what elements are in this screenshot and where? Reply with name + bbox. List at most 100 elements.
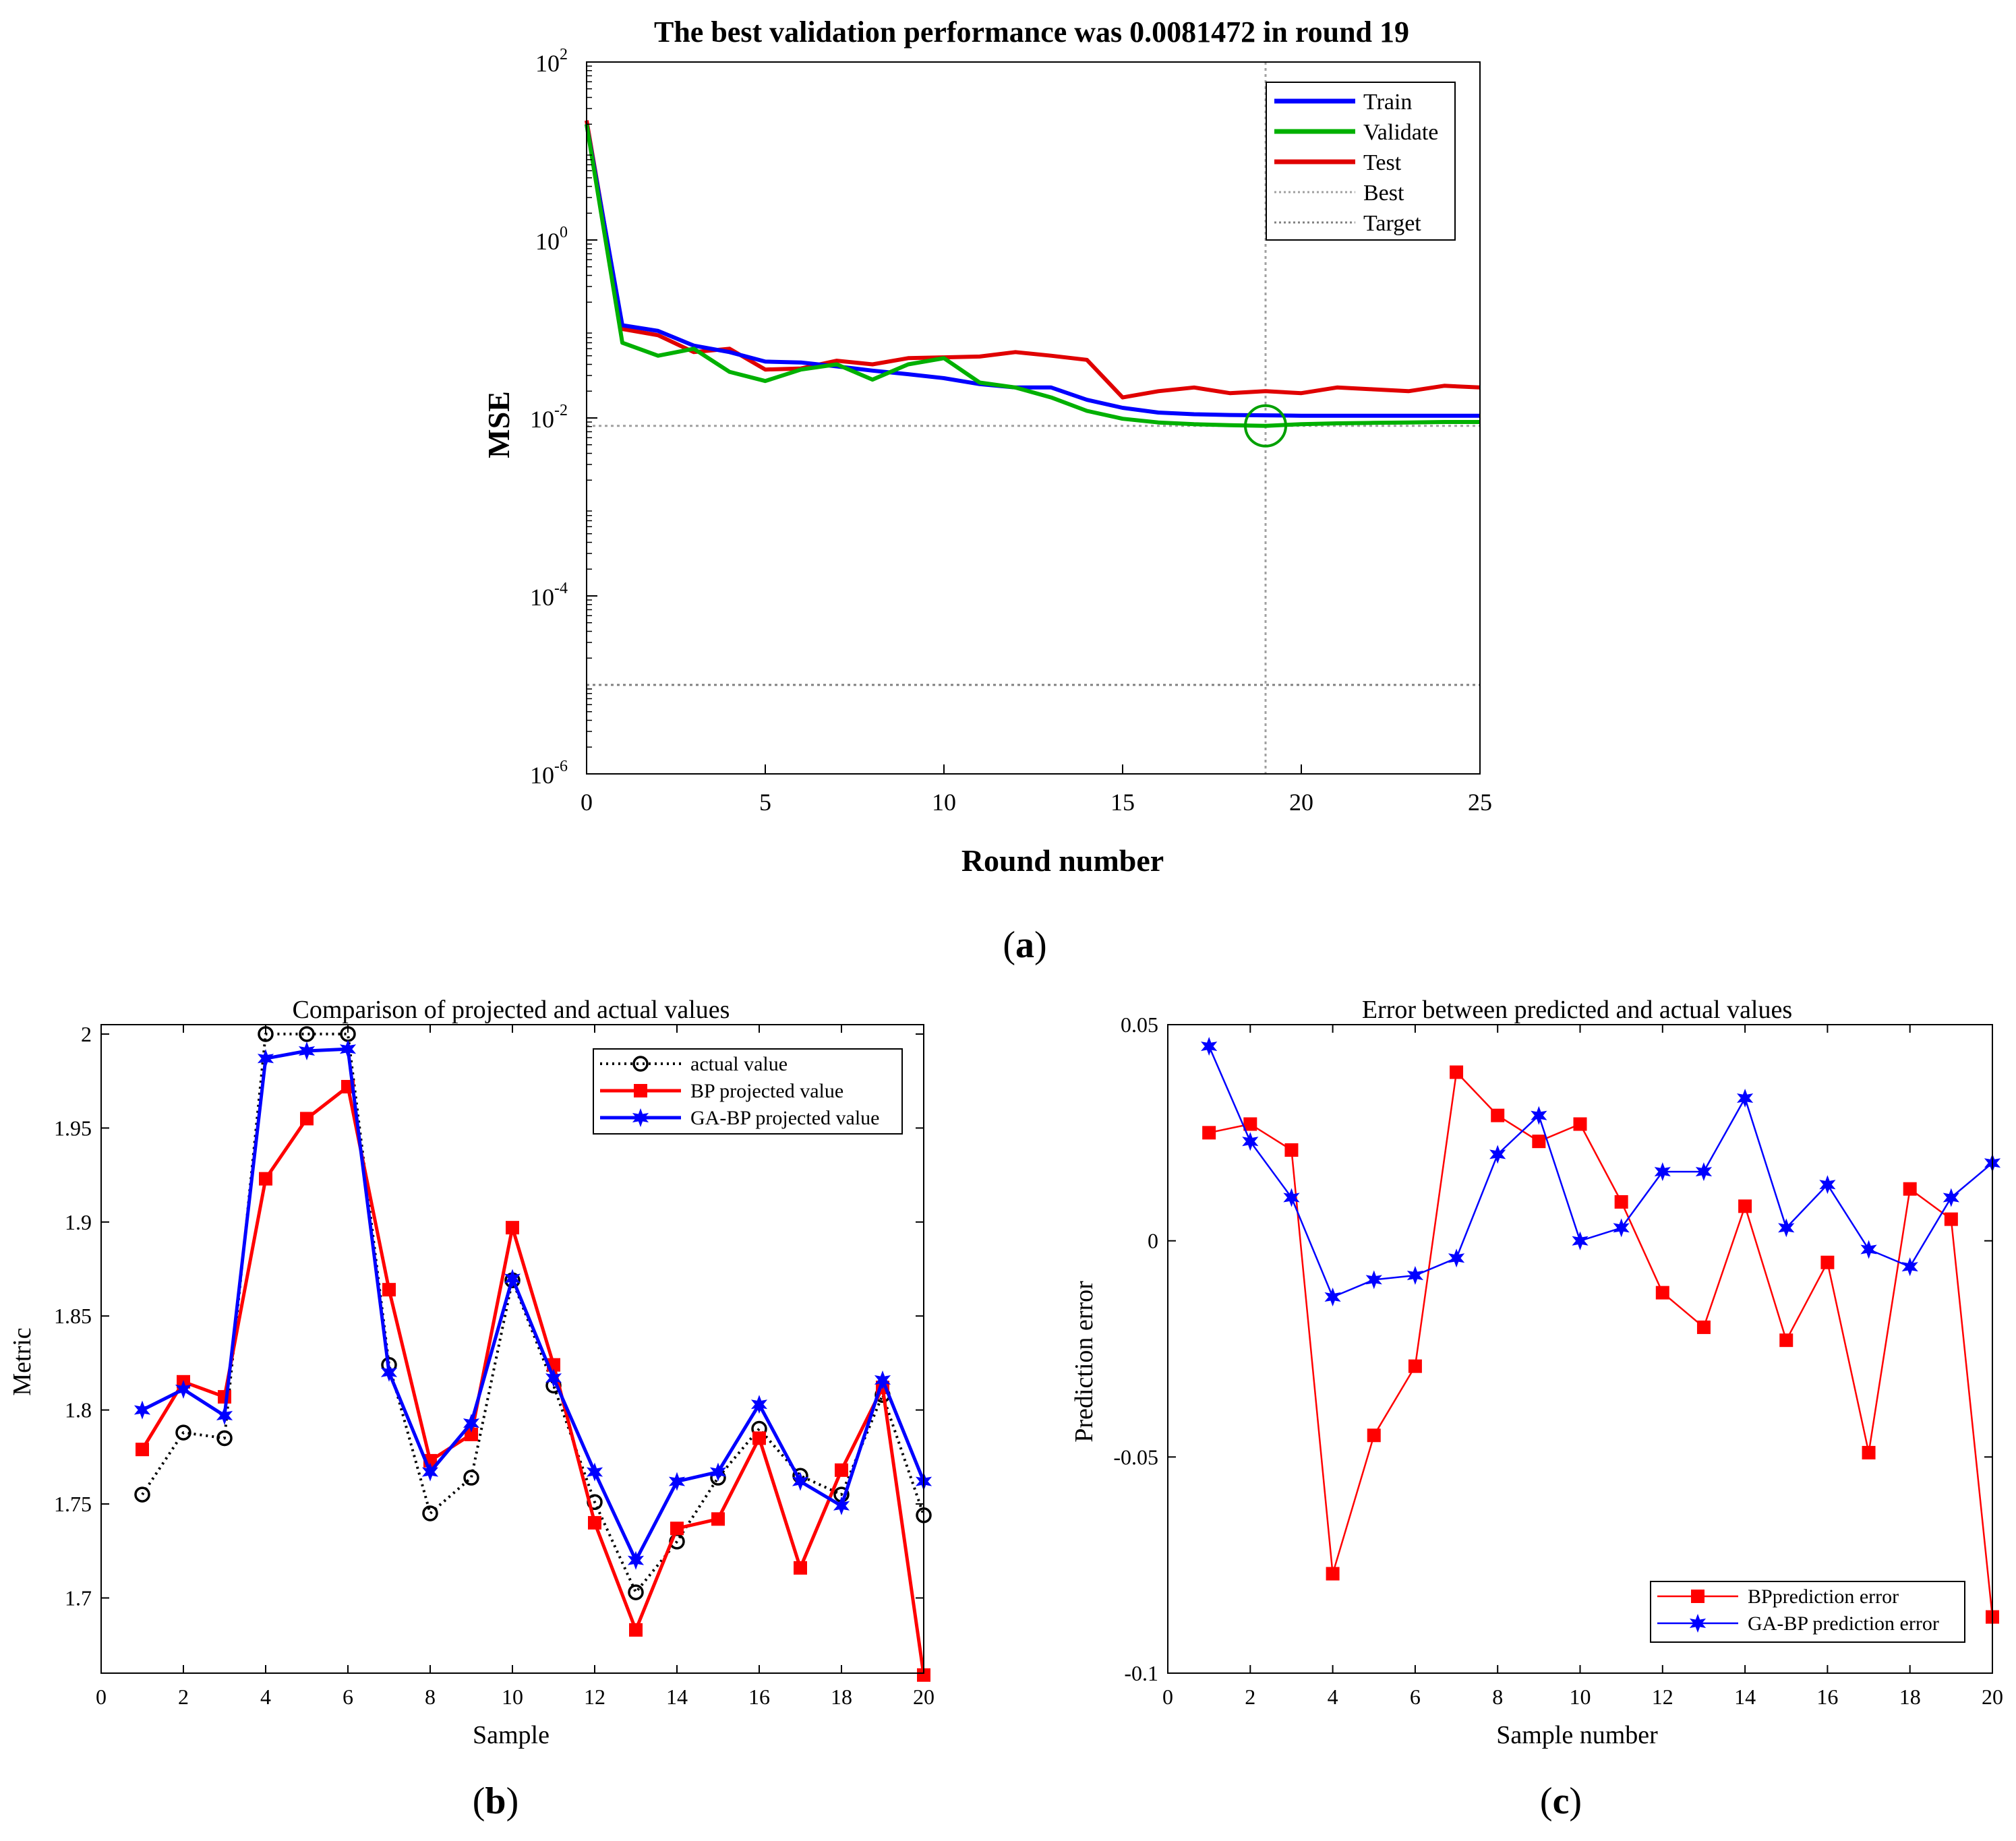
panel-b-xlabel: Sample: [473, 1721, 550, 1749]
panel-b-series-bp-projected-value-point: [300, 1112, 314, 1126]
panel-c-axes-frame: [1167, 1024, 1993, 1674]
panel-b-ytick-label: 1.9: [65, 1210, 92, 1234]
panel-c-ytick-label: 0: [1148, 1229, 1158, 1253]
panel-c-xtick-label: 18: [1899, 1685, 1921, 1709]
panel-a-legend-label-test: Test: [1363, 150, 1402, 175]
panel-a-ytick-base: 10: [530, 406, 554, 433]
panel-a-xtick-label: 20: [1289, 789, 1313, 816]
panel-a-ytick-base: 10: [535, 50, 560, 77]
panel-c-series-bpprediction-error-point: [1738, 1199, 1752, 1213]
panel-c-series-ga-bp-prediction-error-point: [1901, 1257, 1918, 1277]
panel-c-ytick-label: -0.1: [1124, 1661, 1158, 1685]
panel-c-xtick-label: 20: [1982, 1685, 2003, 1709]
panel-b-ylabel: Metric: [8, 1327, 36, 1395]
panel-a-ytick-exponent: -4: [554, 580, 568, 597]
panel-b-series-ga-bp-projected-value-point: [175, 1380, 192, 1399]
panel-b-series-bp-projected-value-line: [140, 1085, 926, 1676]
panel-a-ytick-label: 10-4: [530, 580, 568, 611]
panel-b-title: Comparison of projected and actual value…: [293, 996, 730, 1024]
panel-b-series-ga-bp-projected-value-line: [141, 1047, 926, 1563]
panel-c-series-ga-bp-prediction-error-point: [1860, 1240, 1877, 1259]
panel-b-xtick-label: 6: [343, 1685, 353, 1709]
caption-b: (b): [473, 1780, 518, 1822]
panel-a-series-validate-line: [585, 123, 1480, 428]
panel-c-series-ga-bp-prediction-error-point: [1695, 1162, 1713, 1182]
panel-b-legend-marker-bp-projected-value: [634, 1084, 647, 1097]
panel-c-series-bpprediction-error-point: [1532, 1135, 1546, 1149]
panel-a-ytick-label: 10-6: [530, 758, 568, 789]
panel-b-series-ga-bp-projected-value-point: [421, 1462, 439, 1482]
panel-c-legend-marker-bpprediction-error: [1691, 1590, 1704, 1603]
panel-b-series-ga-bp-projected-value-point: [216, 1406, 233, 1425]
panel-b-series-bp-projected-value-point: [465, 1427, 478, 1441]
panel-c-series-ga-bp-prediction-error-point: [1737, 1089, 1754, 1108]
panel-c-legend-label-bpprediction-error: BPprediction error: [1748, 1586, 1899, 1608]
panel-b-series-ga-bp-projected-value-point: [833, 1496, 850, 1515]
panel-a-ytick-exponent: -2: [554, 402, 568, 419]
panel-c-series-bpprediction-error-point: [1862, 1445, 1876, 1459]
panel-b-xtick-label: 18: [831, 1685, 852, 1709]
panel-c-series-ga-bp-prediction-error-point: [1365, 1270, 1382, 1290]
panel-a-legend-box: [1266, 82, 1456, 241]
panel-a-ytick-base: 10: [530, 584, 554, 611]
panel-a-xtick-label: 15: [1110, 789, 1135, 816]
panel-c-series-bpprediction-error-point: [1284, 1143, 1299, 1157]
panel-a-xtick-label: 0: [581, 789, 593, 816]
panel-c-series-bpprediction-error-point: [1367, 1428, 1381, 1443]
panel-c-series-ga-bp-prediction-error-point: [1531, 1106, 1547, 1125]
panel-a-legend-label-validate: Validate: [1363, 120, 1438, 145]
panel-b-xtick-label: 12: [584, 1685, 605, 1709]
panel-b-series-actual-value-point: [463, 1470, 479, 1486]
panel-b-series-ga-bp-projected-value-point: [545, 1368, 562, 1388]
panel-a-series-train-line: [585, 123, 1480, 418]
panel-c-chart: Error between predicted and actual value…: [1070, 996, 2003, 1749]
panel-c-ytick-label: 0.05: [1121, 1013, 1158, 1037]
panel-b-ytick-label: 1.8: [65, 1398, 92, 1422]
panel-a-ytick-exponent: -6: [554, 758, 568, 775]
panel-c-xtick-label: 10: [1570, 1685, 1591, 1709]
panel-c-series-bpprediction-error-point: [1655, 1286, 1669, 1300]
panel-a-axes-frame: [586, 61, 1481, 775]
caption-c: (c): [1540, 1780, 1582, 1822]
panel-a-legend-label-target: Target: [1363, 211, 1421, 236]
panel-c-title: Error between predicted and actual value…: [1362, 996, 1792, 1024]
panel-b-chart: Comparison of projected and actual value…: [8, 996, 935, 1749]
panel-b-series-ga-bp-projected-value-point: [668, 1472, 686, 1491]
panel-a-chart: The best validation performance was 0.00…: [481, 16, 1492, 878]
panel-c-series-ga-bp-prediction-error-point: [1406, 1266, 1423, 1285]
panel-c-series-ga-bp-prediction-error-point: [1324, 1288, 1341, 1306]
panel-b-series-ga-bp-projected-value-point: [463, 1414, 480, 1433]
panel-c-xtick-label: 0: [1162, 1685, 1173, 1709]
panel-c-series-ga-bp-prediction-error-point: [1819, 1175, 1836, 1195]
caption-a-open: (: [1003, 924, 1015, 966]
caption-b-close: ): [506, 1780, 519, 1822]
panel-a-legend-label-best: Best: [1363, 181, 1404, 206]
panel-b-series-bp-projected-value-point: [588, 1515, 601, 1530]
panel-b-series-bp-projected-value-point: [835, 1463, 848, 1477]
panel-b-legend: actual value BP projected value GA-BP proj…: [593, 1048, 903, 1135]
panel-a-xtick-label: 10: [932, 789, 956, 816]
panel-b-legend-marker-ga-bp-projected-value: [632, 1108, 649, 1127]
panel-b-series-ga-bp-projected-value-point: [134, 1400, 151, 1420]
caption-a-letter: a: [1015, 924, 1034, 966]
panel-c-series-ga-bp-prediction-error-point: [1448, 1248, 1465, 1268]
panel-b-series-ga-bp-projected-value-point: [298, 1042, 316, 1060]
panel-b-series-ga-bp-projected-value-point: [874, 1370, 891, 1389]
panel-b-xtick-label: 10: [502, 1685, 523, 1709]
panel-b-series-bp-projected-value-point: [136, 1443, 149, 1457]
panel-c-series-bpprediction-error-point: [1614, 1195, 1628, 1209]
panel-c-series-bpprediction-error-point: [1944, 1212, 1958, 1226]
panel-a-xtick-label: 25: [1468, 789, 1492, 816]
panel-a-title: The best validation performance was 0.00…: [654, 16, 1409, 49]
panel-b-ytick-label: 1.75: [54, 1492, 92, 1516]
panel-b-ytick-label: 1.95: [54, 1116, 92, 1140]
panel-b-legend-marker-actual-value: [632, 1056, 649, 1072]
caption-a-close: ): [1034, 924, 1047, 966]
panel-c-series-bpprediction-error-point: [1408, 1359, 1422, 1373]
panel-b-xtick-label: 20: [913, 1685, 935, 1709]
panel-a-ytick-base: 10: [535, 228, 560, 255]
panel-b-ytick-label: 1.7: [65, 1586, 92, 1610]
panel-c-series-ga-bp-prediction-error-point: [1572, 1231, 1589, 1250]
